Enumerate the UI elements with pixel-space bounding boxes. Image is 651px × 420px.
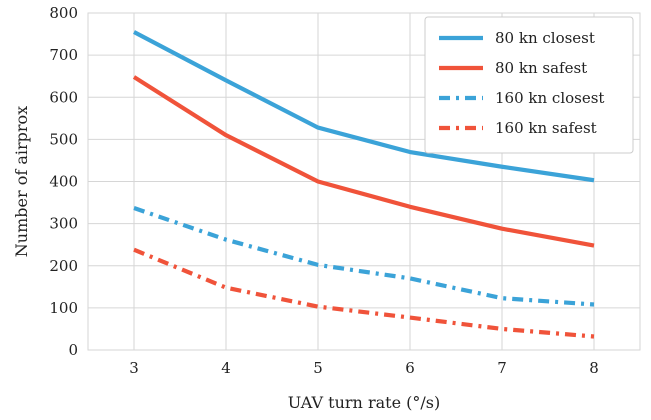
plot-area: [87, 12, 641, 351]
x-tick-labels: 3 4 5 6 7 8: [129, 359, 599, 377]
x-tick-label: 7: [497, 359, 507, 377]
y-tick-label: 700: [49, 46, 78, 64]
series-line-1: [133, 30, 595, 183]
legend-box: [424, 16, 634, 154]
legend-entry: 80 kn closest: [495, 29, 595, 47]
legend-entry: 160 kn safest: [495, 119, 597, 137]
legend-entry: 160 kn closest: [495, 89, 604, 107]
legend-entry: 80 kn safest: [495, 59, 587, 77]
y-tick-label: 600: [49, 88, 78, 106]
x-tick-label: 4: [221, 359, 231, 377]
y-tick-label: 0: [68, 341, 78, 359]
y-tick-label: 400: [49, 173, 78, 191]
x-tick-label: 3: [129, 359, 139, 377]
x-tick-label: 5: [313, 359, 323, 377]
y-tick-label: 100: [49, 299, 78, 317]
series-line-3: [133, 206, 595, 307]
x-tick-label: 6: [405, 359, 415, 377]
y-tick-label: 500: [49, 130, 78, 148]
series-line-2: [132, 75, 595, 248]
x-tick-label: 8: [589, 359, 599, 377]
y-tick-label: 800: [49, 4, 78, 22]
y-tick-label: 200: [49, 257, 78, 275]
series-lines: [132, 30, 595, 339]
y-tick-labels: 0 100 200 300 400 500 600 700 800: [49, 4, 78, 359]
legend: 80 kn closest 80 kn safest 160 kn closest 1…: [424, 16, 634, 154]
x-axis-label: UAV turn rate (°/s): [288, 393, 440, 412]
y-tick-label: 300: [49, 215, 78, 233]
series-line-4: [133, 247, 595, 339]
y-axis-label: Number of airprox: [12, 106, 31, 257]
